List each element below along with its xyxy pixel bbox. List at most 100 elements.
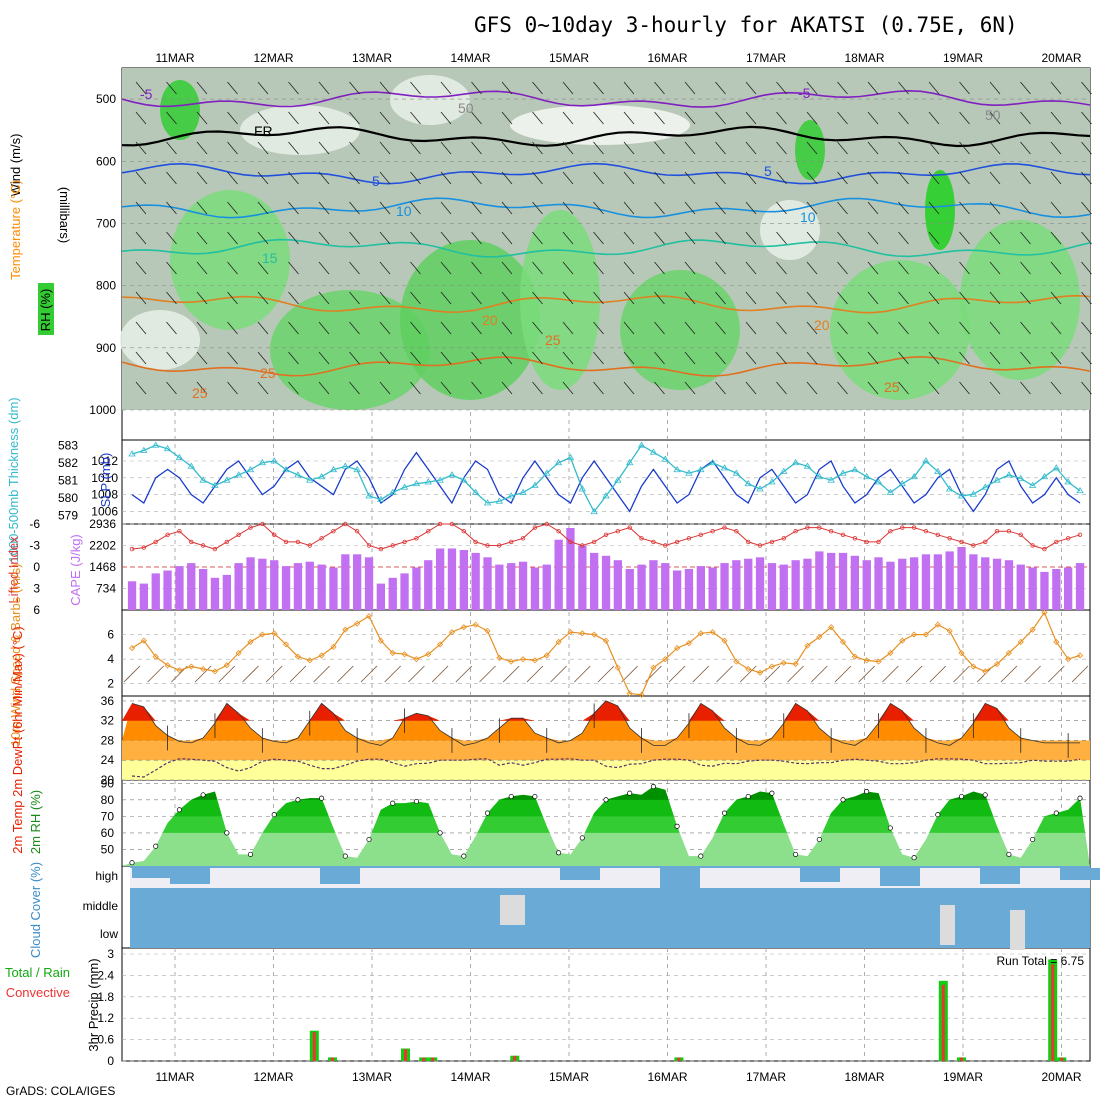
thickness-point xyxy=(412,479,421,487)
wind-speed-point xyxy=(128,645,136,652)
wind-barb xyxy=(410,141,421,155)
wind-barb xyxy=(471,351,482,365)
wind-barb xyxy=(989,171,1001,185)
wind-speed-point xyxy=(496,654,503,661)
wind-speed-point xyxy=(733,658,740,665)
cape-bar xyxy=(495,564,504,610)
wind-barb xyxy=(196,381,208,395)
li-point xyxy=(307,543,312,548)
wind-barb xyxy=(928,201,940,215)
wind-barb xyxy=(288,291,299,305)
rh-point xyxy=(935,812,941,818)
wind-barb xyxy=(745,201,757,215)
wind-barb xyxy=(806,291,818,305)
wind-barb xyxy=(745,171,757,185)
li-point xyxy=(473,539,478,545)
thickness-point xyxy=(969,490,978,497)
wind-barb xyxy=(318,141,330,155)
wind-barb xyxy=(745,321,757,335)
li-point xyxy=(1018,532,1023,537)
temp-tick: 20 xyxy=(101,773,115,787)
cloud-high-bar xyxy=(170,868,210,884)
wind-barb xyxy=(684,111,696,125)
wind-barb xyxy=(654,351,665,365)
wind-barb xyxy=(837,171,848,185)
date-label-top: 15MAR xyxy=(549,51,589,65)
wind-barb xyxy=(318,321,330,335)
li-point xyxy=(591,539,597,545)
wind-barb xyxy=(501,291,513,305)
wind-barb xyxy=(989,201,1001,215)
contour-label: 5 xyxy=(764,163,772,179)
wind-barb xyxy=(745,351,757,365)
wind-barb xyxy=(532,111,543,125)
wind-barb-10m xyxy=(218,665,236,683)
thickness-point xyxy=(365,492,373,499)
wind-barb xyxy=(715,81,726,95)
wind-barb xyxy=(623,201,635,215)
wind-barb xyxy=(928,171,940,185)
precip-bar-convective xyxy=(960,1057,963,1061)
pressure-tick: 600 xyxy=(96,154,116,168)
cape-bar xyxy=(590,552,599,610)
wind-barb xyxy=(257,321,269,335)
li-point xyxy=(627,525,632,530)
wind-barb xyxy=(1050,321,1062,335)
wind-barb xyxy=(166,261,177,275)
slp-line xyxy=(131,451,1081,513)
rh-point xyxy=(674,823,680,829)
li-point xyxy=(165,532,170,537)
wind-speed-point xyxy=(579,630,586,637)
precip-tick: 1.8 xyxy=(97,990,114,1004)
wind-barb xyxy=(1050,231,1062,245)
cape-bar xyxy=(779,564,788,610)
thickness-point xyxy=(223,476,231,483)
thickness-point xyxy=(140,446,148,453)
wind-barb xyxy=(715,141,726,155)
wind-barb xyxy=(898,141,909,155)
wind-barb-10m xyxy=(1024,665,1041,683)
wind-speed-point xyxy=(685,640,693,647)
wind-barb xyxy=(593,231,604,245)
wind-barb xyxy=(593,261,604,275)
thickness-tick: 583 xyxy=(58,438,78,452)
wind-barb xyxy=(501,261,513,275)
cape-bar xyxy=(886,561,895,610)
wind-barb xyxy=(166,141,177,155)
thickness-point xyxy=(625,458,634,466)
wind-barb xyxy=(1050,111,1062,125)
contour-label: 20 xyxy=(814,317,830,333)
li-point xyxy=(200,543,206,548)
cape-bar xyxy=(874,557,883,610)
wind-barb xyxy=(898,291,909,305)
precip-bar-convective xyxy=(1060,1057,1064,1061)
li-point xyxy=(959,539,964,545)
wind-barb xyxy=(257,141,269,155)
cape-bar xyxy=(992,558,1002,610)
wind-barb xyxy=(562,81,574,95)
slp-tick: 1008 xyxy=(91,488,118,502)
wind-speed-point xyxy=(460,624,467,631)
contour-label: 25 xyxy=(192,385,208,401)
wind-barb-10m xyxy=(455,665,473,683)
wind-barb xyxy=(410,321,421,335)
wind-barb-10m xyxy=(550,665,567,683)
wind-barb xyxy=(1081,321,1092,335)
li-point xyxy=(793,529,798,534)
thickness-point xyxy=(851,465,859,473)
wind-barb xyxy=(867,81,879,95)
wind-barb xyxy=(349,381,360,395)
wind-barb xyxy=(135,201,147,215)
wind-barb xyxy=(867,381,879,395)
wind-barb xyxy=(776,351,787,365)
rh-point xyxy=(556,850,562,856)
wind-barb-10m xyxy=(692,665,710,683)
wind-barb xyxy=(410,291,421,305)
wind-barb xyxy=(715,231,726,245)
cape-bar xyxy=(270,560,279,610)
wind-barb xyxy=(776,291,787,305)
wind-barb xyxy=(1050,291,1062,305)
wind-barb xyxy=(989,231,1001,245)
thickness-point xyxy=(460,476,468,483)
